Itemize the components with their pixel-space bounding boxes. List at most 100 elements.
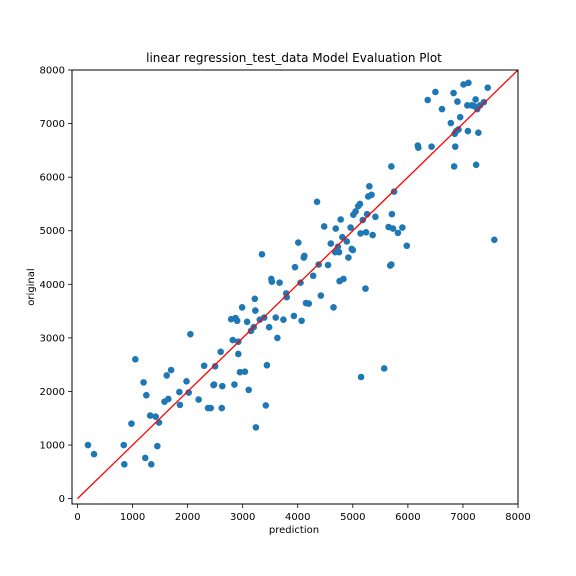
data-point <box>276 279 283 287</box>
data-point <box>262 402 270 409</box>
data-point <box>301 252 308 260</box>
data-point <box>207 404 215 412</box>
data-point <box>345 254 352 261</box>
data-point <box>211 363 219 370</box>
data-point <box>263 361 271 369</box>
data-point <box>274 334 281 342</box>
y-tick-label: 0 <box>59 494 65 505</box>
data-point <box>233 317 241 325</box>
data-point <box>368 191 375 199</box>
data-point <box>438 105 446 113</box>
data-point <box>163 372 171 379</box>
data-point <box>84 441 92 449</box>
data-point <box>167 366 175 374</box>
data-point <box>219 382 226 390</box>
data-point <box>258 251 266 258</box>
data-point <box>195 396 202 403</box>
data-point <box>340 275 347 283</box>
data-point <box>480 98 488 106</box>
data-point <box>369 231 376 239</box>
y-tick-label: 2000 <box>40 387 65 398</box>
data-point <box>200 362 208 370</box>
reference-line <box>77 70 518 500</box>
data-point <box>349 246 357 254</box>
data-point <box>362 285 369 292</box>
data-point <box>245 386 253 394</box>
data-point <box>143 391 150 399</box>
data-point <box>357 230 364 237</box>
data-point <box>451 143 459 150</box>
data-point <box>309 272 317 280</box>
x-axis-ticks: 0 1000 2000 3000 4000 5000 6000 7000 8000 <box>74 504 531 523</box>
x-tick-label: 3000 <box>230 512 255 523</box>
data-point <box>121 461 128 468</box>
data-point <box>272 314 280 321</box>
data-point <box>241 368 249 375</box>
data-point <box>389 225 397 232</box>
data-point <box>155 419 163 426</box>
data-point <box>283 293 291 301</box>
data-point <box>428 143 435 150</box>
data-point <box>334 243 342 251</box>
data-point <box>415 144 422 151</box>
x-tick-label: 0 <box>74 512 80 523</box>
data-point <box>450 89 457 97</box>
data-point <box>252 307 259 314</box>
data-point <box>217 348 224 356</box>
x-tick-label: 4000 <box>285 512 310 523</box>
data-point <box>291 263 299 271</box>
data-point <box>335 248 343 256</box>
data-point <box>324 261 332 269</box>
y-tick-label: 6000 <box>40 173 65 184</box>
data-point <box>332 225 340 232</box>
data-point <box>268 278 276 285</box>
x-tick-label: 1000 <box>120 512 145 523</box>
x-tick-label: 5000 <box>340 512 365 523</box>
data-point <box>447 119 455 127</box>
data-point <box>366 182 373 190</box>
data-point <box>154 442 161 450</box>
x-tick-label: 8000 <box>505 512 530 523</box>
data-point <box>236 368 244 376</box>
data-point <box>472 161 480 169</box>
data-point <box>313 198 321 206</box>
data-point <box>343 238 351 245</box>
data-point <box>238 304 246 311</box>
data-point <box>327 240 335 247</box>
data-point <box>356 200 364 208</box>
x-axis-label: prediction <box>269 525 319 536</box>
data-point <box>152 413 159 420</box>
y-axis-label: original <box>26 268 37 305</box>
data-point <box>362 229 370 236</box>
data-point <box>295 239 302 246</box>
data-point <box>460 81 467 88</box>
y-tick-label: 5000 <box>40 226 65 237</box>
data-point <box>120 441 128 449</box>
data-point <box>472 96 479 103</box>
data-point <box>252 424 260 431</box>
data-point <box>372 213 379 221</box>
data-point <box>234 350 242 358</box>
data-point <box>140 379 147 386</box>
data-point <box>464 127 472 135</box>
data-point <box>176 401 184 409</box>
data-point <box>320 223 328 230</box>
data-point <box>187 330 194 338</box>
y-tick-label: 3000 <box>40 333 65 344</box>
data-point <box>243 318 251 326</box>
plot-area <box>77 70 518 500</box>
data-point <box>251 295 259 303</box>
axes-frame <box>71 69 519 505</box>
data-point <box>231 381 238 388</box>
data-point <box>352 208 359 215</box>
y-tick-label: 1000 <box>40 441 65 452</box>
data-point <box>298 317 305 325</box>
data-point <box>475 129 482 136</box>
data-point <box>305 300 313 307</box>
data-point <box>229 336 237 344</box>
data-point <box>394 229 402 237</box>
y-tick-label: 4000 <box>40 280 65 291</box>
data-point <box>330 304 337 311</box>
data-point <box>347 224 354 231</box>
